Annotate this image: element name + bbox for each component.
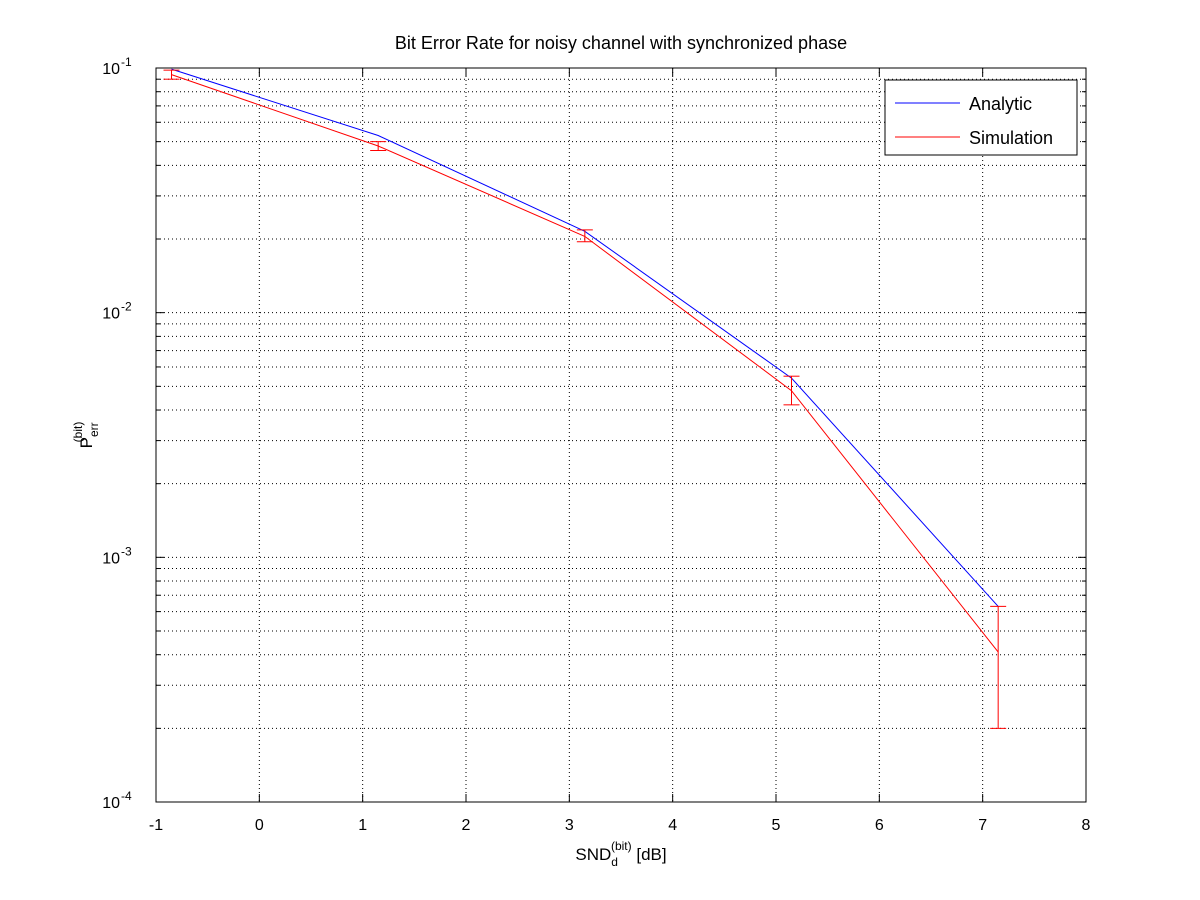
legend-box <box>884 79 1078 156</box>
x-tick-label: 5 <box>772 817 781 834</box>
y-tick-label: 10 <box>102 306 120 323</box>
x-axis-label-sup: (bit) <box>611 839 632 853</box>
plot-area <box>156 68 1086 802</box>
x-tick-label: 4 <box>668 817 677 834</box>
y-axis-label-group: Perr(bit) <box>71 422 101 449</box>
x-tick-label: 3 <box>565 817 574 834</box>
x-tick-labels: -1 0 1 2 3 4 5 6 7 8 <box>149 817 1091 834</box>
x-tick-label: 1 <box>358 817 367 834</box>
x-tick-label: 6 <box>875 817 884 834</box>
y-axis-label-sup: (bit) <box>71 422 85 443</box>
y-tick-label-base: 10 <box>102 550 120 567</box>
error-bar <box>783 375 800 406</box>
y-tick-label-exponent: -4 <box>121 789 132 803</box>
legend-label-simulation: Simulation <box>969 128 1053 148</box>
legend: Analytic Simulation <box>884 79 1078 156</box>
x-tick-label: 0 <box>255 817 264 834</box>
x-tick-label: 2 <box>462 817 471 834</box>
y-tick-label: 10 <box>102 550 120 567</box>
y-tick-label-base: 10 <box>102 61 120 78</box>
chart-title: Bit Error Rate for noisy channel with sy… <box>395 33 847 53</box>
x-axis-label: SNDd (bit) [dB] <box>575 839 666 869</box>
x-axis-label-unit: [dB] <box>632 845 667 864</box>
axis-ticks <box>155 67 1087 803</box>
y-axis-label: Perr(bit) <box>71 422 101 449</box>
y-tick-label-base: 10 <box>102 306 120 323</box>
x-tick-label: 8 <box>1082 817 1091 834</box>
error-bar <box>990 605 1007 729</box>
y-tick-labels: 10-110-210-310-4 <box>102 55 132 812</box>
x-tick-label: 7 <box>978 817 987 834</box>
error-bars <box>163 69 1007 729</box>
y-tick-label: 10 <box>102 61 120 78</box>
x-tick-label: -1 <box>149 817 163 834</box>
y-tick-label: 10 <box>102 795 120 812</box>
x-axis-label-main: SND <box>575 845 611 864</box>
y-tick-label-exponent: -1 <box>121 55 132 69</box>
y-tick-label-base: 10 <box>102 795 120 812</box>
y-axis-label-main: P <box>77 437 96 448</box>
grid <box>156 68 1086 802</box>
error-bar <box>370 141 387 152</box>
y-tick-label-exponent: -3 <box>121 544 132 558</box>
error-bar <box>163 69 180 80</box>
plot-frame <box>155 67 1087 803</box>
error-bar <box>576 229 593 243</box>
x-axis-label-sub: d <box>611 855 618 869</box>
y-tick-label-exponent: -2 <box>121 300 132 314</box>
y-axis-label-sub: err <box>87 422 101 437</box>
legend-label-analytic: Analytic <box>969 94 1032 114</box>
